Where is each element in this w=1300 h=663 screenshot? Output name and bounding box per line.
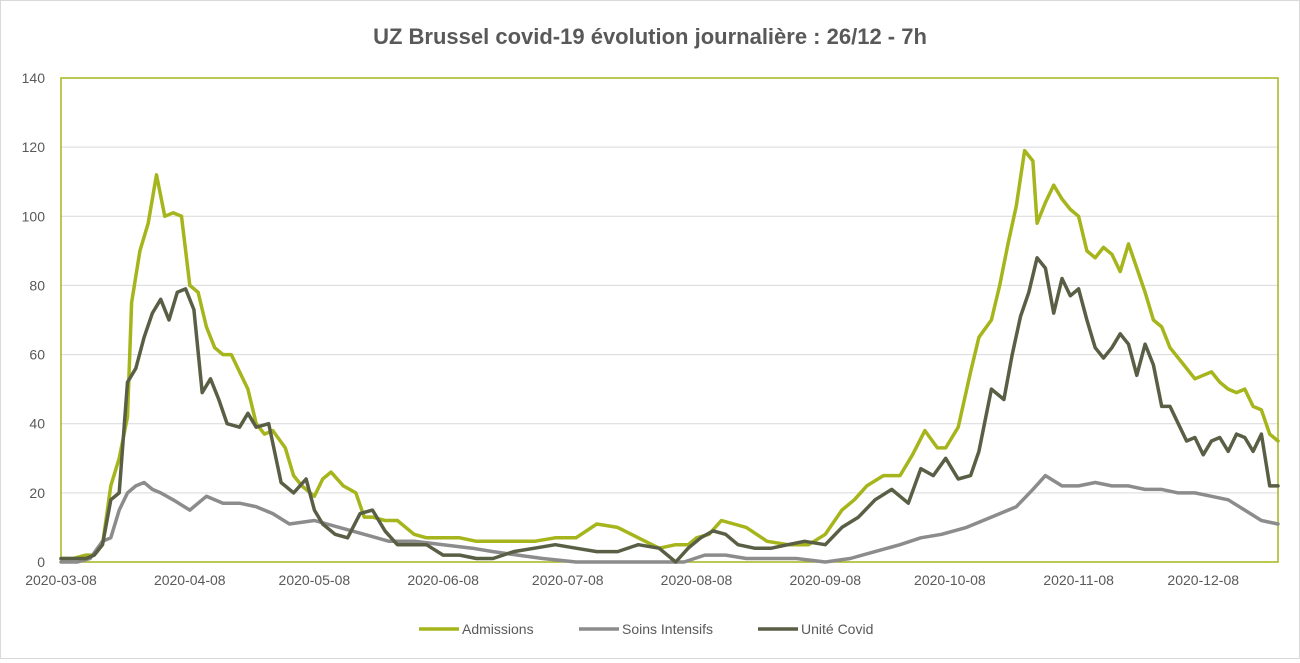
series-line <box>61 476 1278 562</box>
y-tick-label: 40 <box>29 416 45 432</box>
y-tick-label: 140 <box>22 70 46 86</box>
series-line <box>61 258 1278 562</box>
x-tick-label: 2020-11-08 <box>1043 572 1114 588</box>
series-unité-covid <box>61 258 1278 562</box>
y-tick-label: 100 <box>22 208 46 224</box>
legend-label: Soins Intensifs <box>622 621 713 637</box>
x-tick-label: 2020-07-08 <box>532 572 604 588</box>
x-tick-label: 2020-10-08 <box>914 572 986 588</box>
x-tick-label: 2020-06-08 <box>407 572 479 588</box>
legend-item: Soins Intensifs <box>579 621 713 637</box>
legend-item: Admissions <box>419 621 534 637</box>
y-tick-label: 0 <box>37 554 45 570</box>
plot-area-border <box>61 78 1278 562</box>
y-tick-label: 20 <box>29 485 45 501</box>
series-soins-intensifs <box>61 476 1278 562</box>
x-tick-label: 2020-05-08 <box>279 572 351 588</box>
legend-label: Admissions <box>462 621 534 637</box>
x-tick-label: 2020-04-08 <box>154 572 226 588</box>
x-tick-label: 2020-08-08 <box>661 572 733 588</box>
x-tick-label: 2020-12-08 <box>1167 572 1239 588</box>
y-tick-label: 80 <box>29 277 45 293</box>
x-tick-label: 2020-03-08 <box>25 572 97 588</box>
y-tick-label: 120 <box>22 139 46 155</box>
x-tick-label: 2020-09-08 <box>789 572 861 588</box>
legend: Admissions Soins Intensifs Unité Covid <box>419 621 873 637</box>
y-tick-label: 60 <box>29 347 45 363</box>
chart-title: UZ Brussel covid-19 évolution journalièr… <box>373 24 927 49</box>
legend-label: Unité Covid <box>801 621 873 637</box>
legend-item: Unité Covid <box>758 621 873 637</box>
